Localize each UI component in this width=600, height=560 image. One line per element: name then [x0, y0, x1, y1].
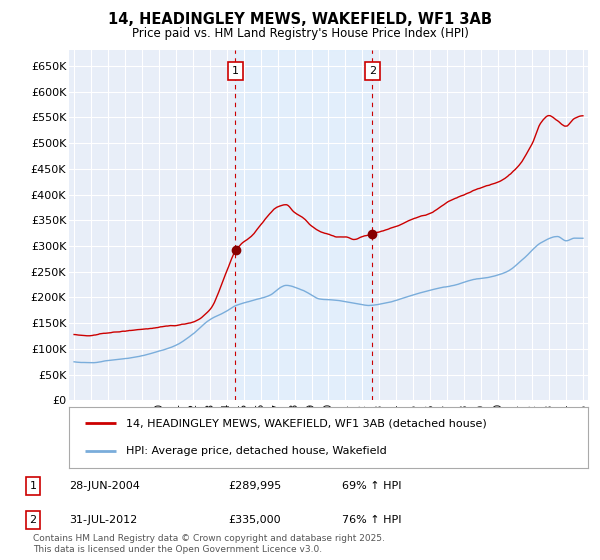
- Text: 1: 1: [29, 481, 37, 491]
- Bar: [235, 50, 372, 400]
- Text: £335,000: £335,000: [228, 515, 281, 525]
- Text: Contains HM Land Registry data © Crown copyright and database right 2025.
This d: Contains HM Land Registry data © Crown c…: [33, 534, 385, 554]
- Text: 2: 2: [368, 66, 376, 76]
- Text: 14, HEADINGLEY MEWS, WAKEFIELD, WF1 3AB (detached house): 14, HEADINGLEY MEWS, WAKEFIELD, WF1 3AB …: [126, 418, 487, 428]
- Text: HPI: Average price, detached house, Wakefield: HPI: Average price, detached house, Wake…: [126, 446, 387, 456]
- Text: 28-JUN-2004: 28-JUN-2004: [69, 481, 140, 491]
- Text: 1: 1: [232, 66, 239, 76]
- Text: 14, HEADINGLEY MEWS, WAKEFIELD, WF1 3AB: 14, HEADINGLEY MEWS, WAKEFIELD, WF1 3AB: [108, 12, 492, 27]
- Text: 31-JUL-2012: 31-JUL-2012: [69, 515, 137, 525]
- Text: Price paid vs. HM Land Registry's House Price Index (HPI): Price paid vs. HM Land Registry's House …: [131, 27, 469, 40]
- Text: £289,995: £289,995: [228, 481, 281, 491]
- Text: 76% ↑ HPI: 76% ↑ HPI: [342, 515, 401, 525]
- Text: 2: 2: [29, 515, 37, 525]
- Text: 69% ↑ HPI: 69% ↑ HPI: [342, 481, 401, 491]
